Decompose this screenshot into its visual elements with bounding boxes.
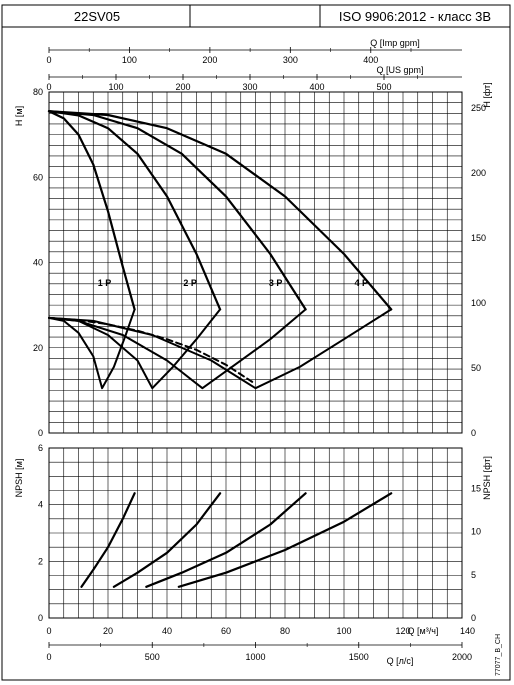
x-tick-label: 120 xyxy=(395,626,410,636)
head-grid xyxy=(48,91,463,434)
npsh-y-right-tick-label: 15 xyxy=(471,484,481,494)
top-axis-tick-label: 100 xyxy=(108,82,123,92)
head-curve-label-1: 1 P xyxy=(98,278,112,288)
top-axis-tick-label: 200 xyxy=(175,82,190,92)
top-axis-tick-label: 400 xyxy=(363,55,378,65)
efficiency-curve-1 xyxy=(48,308,136,390)
top-axis-tick-label: 500 xyxy=(376,82,391,92)
npsh-y-tick-label: 2 xyxy=(38,556,43,566)
head-y-right-tick-label: 50 xyxy=(471,363,481,373)
head-y-right-tick-label: 250 xyxy=(471,103,486,113)
labels: 1 P 2 P 3 P 4 P xyxy=(98,278,368,288)
top-axis-label: Q [Imp gpm] xyxy=(370,38,420,48)
top-axis-tick-label: 0 xyxy=(46,82,51,92)
npsh-y-right-tick-label: 5 xyxy=(471,570,476,580)
x-tick-label: 20 xyxy=(103,626,113,636)
dashed-curve xyxy=(48,316,257,385)
head-y-tick-label: 60 xyxy=(33,172,43,182)
head-curve-label-3: 3 P xyxy=(269,278,283,288)
top-axis-tick-label: 200 xyxy=(202,55,217,65)
x-tick-label: 60 xyxy=(221,626,231,636)
header: 22SV05 ISO 9906:2012 - класс 3B xyxy=(1,4,511,28)
head-curve-label-2: 2 P xyxy=(183,278,197,288)
ls-axis-tick-label: 2000 xyxy=(452,652,472,662)
top-axis-tick-label: 0 xyxy=(46,55,51,65)
model-label: 22SV05 xyxy=(74,9,120,24)
side-code: 77077_B_CH xyxy=(495,634,502,676)
outer-frame xyxy=(1,26,511,681)
head-y-right-tick-label: 200 xyxy=(471,168,486,178)
head-y-axis-label: H [м] xyxy=(14,106,24,126)
x-tick-label: 80 xyxy=(280,626,290,636)
x-tick-label: 100 xyxy=(336,626,351,636)
npsh-curve-3 xyxy=(145,492,307,588)
head-y-tick-label: 80 xyxy=(33,87,43,97)
curves xyxy=(47,110,393,588)
standard-label: ISO 9906:2012 - класс 3B xyxy=(339,9,491,24)
npsh-y-right-axis-label: NPSH [фт] xyxy=(482,456,492,500)
head-y-right-tick-label: 150 xyxy=(471,233,486,243)
npsh-y-tick-label: 0 xyxy=(38,613,43,623)
head-y-right-tick-label: 100 xyxy=(471,298,486,308)
x-tick-label: 0 xyxy=(46,626,51,636)
x-axis-label: Q [м³/ч] xyxy=(408,626,439,636)
head-y-right-axis-label: H [фт] xyxy=(482,82,492,107)
top-axis-label: Q [US gpm] xyxy=(376,65,423,75)
head-curve-4 xyxy=(47,110,393,311)
x-tick-label: 140 xyxy=(460,626,475,636)
head-y-tick-label: 0 xyxy=(38,428,43,438)
ls-axis-tick-label: 1500 xyxy=(349,652,369,662)
head-curve-2 xyxy=(47,110,222,311)
head-curve-3 xyxy=(47,110,307,311)
x-tick-label: 40 xyxy=(162,626,172,636)
top-axis-tick-label: 300 xyxy=(283,55,298,65)
npsh-y-tick-label: 6 xyxy=(38,443,43,453)
npsh-curve-2 xyxy=(112,492,222,588)
head-curve-1 xyxy=(47,110,136,311)
efficiency-curve-3 xyxy=(48,308,307,390)
top-axis-tick-label: 100 xyxy=(122,55,137,65)
npsh-y-right-tick-label: 0 xyxy=(471,613,476,623)
head-curve-label-4: 4 P xyxy=(354,278,368,288)
ls-axis-tick-label: 0 xyxy=(46,652,51,662)
ls-axis-label: Q [л/с] xyxy=(387,656,414,666)
npsh-curve-1 xyxy=(80,492,136,588)
ls-axis-tick-label: 1000 xyxy=(245,652,265,662)
head-y-tick-label: 20 xyxy=(33,343,43,353)
top-axis-tick-label: 400 xyxy=(309,82,324,92)
npsh-y-axis-label: NPSH [м] xyxy=(14,459,24,498)
npsh-curve-4 xyxy=(177,492,393,588)
npsh-grid xyxy=(48,447,463,619)
head-y-tick-label: 40 xyxy=(33,258,43,268)
head-plot-frame xyxy=(48,91,463,434)
head-y-right-tick-label: 0 xyxy=(471,428,476,438)
top-axis-tick-label: 300 xyxy=(242,82,257,92)
npsh-plot-frame xyxy=(48,447,463,619)
npsh-y-right-tick-label: 10 xyxy=(471,527,481,537)
ls-axis-tick-label: 500 xyxy=(145,652,160,662)
npsh-y-tick-label: 4 xyxy=(38,500,43,510)
